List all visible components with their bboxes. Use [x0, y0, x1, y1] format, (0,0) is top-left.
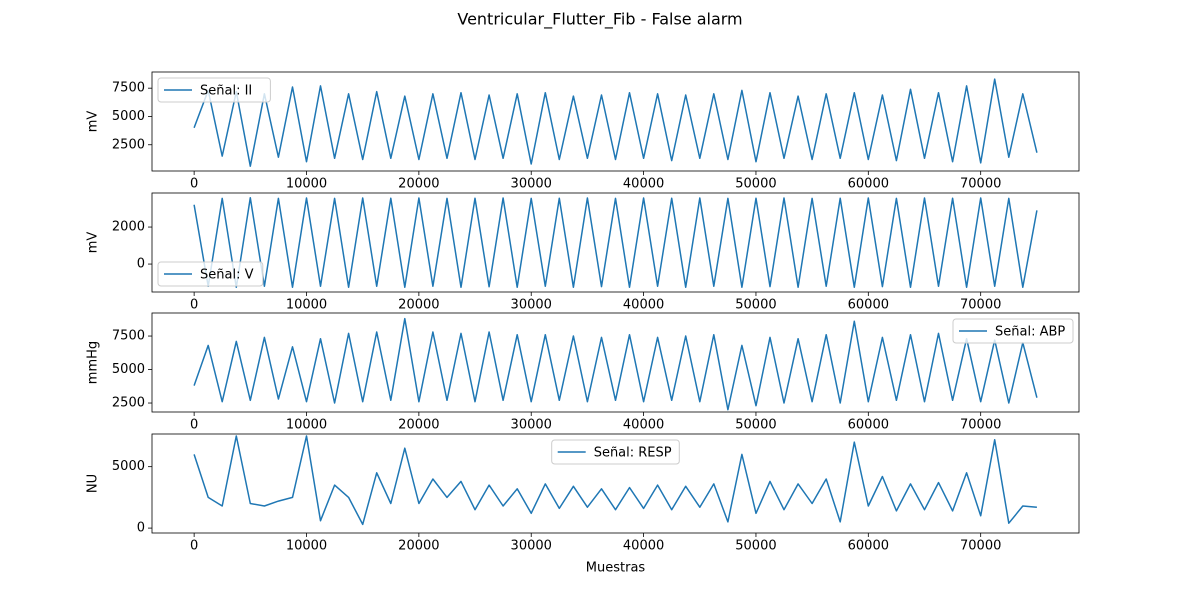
- x-tick-label: 60000: [848, 298, 889, 313]
- x-tick-label: 0: [190, 298, 198, 313]
- signal-line: [193, 197, 1038, 288]
- subplot: 0 10000 20000 30000 40000 50000 60000 70000 2500…: [86, 71, 1080, 192]
- axes-frame: [151, 71, 1080, 172]
- subplot: 0 10000 20000 30000 40000 50000 60000 70000 2500…: [86, 312, 1080, 433]
- x-tick-label: 20000: [398, 418, 439, 433]
- x-tick-label: 50000: [735, 418, 776, 433]
- y-tick-label: 2500: [112, 396, 145, 411]
- y-tick-label: 0: [137, 257, 145, 272]
- y-tick-label: 2500: [112, 137, 145, 152]
- legend-label: Señal: II: [200, 84, 252, 99]
- legend-box: [952, 318, 1074, 344]
- x-tick-label: 30000: [511, 539, 552, 554]
- x-tick-label: 40000: [623, 298, 664, 313]
- x-tick-label: 50000: [735, 539, 776, 554]
- y-tick-label: 5000: [112, 109, 145, 124]
- legend: Señal: V: [157, 261, 264, 287]
- x-tick-label: 0: [190, 177, 198, 192]
- x-tick-label: 60000: [848, 539, 889, 554]
- y-tick-label: 0: [137, 521, 145, 536]
- y-tick-label: 2000: [112, 220, 145, 235]
- x-tick-label: 0: [190, 539, 198, 554]
- legend-label: Señal: RESP: [594, 446, 672, 461]
- y-tick-label: 5000: [112, 362, 145, 377]
- x-tick-label: 30000: [511, 298, 552, 313]
- legend: Señal: II: [157, 77, 271, 103]
- y-axis-label: mmHg: [86, 341, 101, 384]
- x-tick-label: 70000: [960, 298, 1001, 313]
- x-tick-label: 70000: [960, 418, 1001, 433]
- figure-title: Ventricular_Flutter_Fib - False alarm: [457, 10, 742, 30]
- y-tick-label: 7500: [112, 329, 145, 344]
- x-tick-label: 10000: [286, 177, 327, 192]
- signal-line: [193, 78, 1038, 167]
- x-tick-label: 40000: [623, 177, 664, 192]
- legend-box: [551, 439, 680, 465]
- y-tick-label: 5000: [112, 459, 145, 474]
- signal-line: [193, 317, 1038, 411]
- x-axis-label: Muestras: [586, 561, 646, 576]
- x-tick-label: 40000: [623, 418, 664, 433]
- legend-label: Señal: V: [200, 268, 254, 283]
- x-tick-label: 60000: [848, 177, 889, 192]
- x-tick-label: 40000: [623, 539, 664, 554]
- x-tick-label: 10000: [286, 539, 327, 554]
- x-tick-label: 30000: [511, 177, 552, 192]
- x-tick-label: 50000: [735, 177, 776, 192]
- x-tick-label: 70000: [960, 177, 1001, 192]
- y-axis-label: NU: [86, 474, 101, 493]
- x-tick-label: 20000: [398, 298, 439, 313]
- x-tick-label: 60000: [848, 418, 889, 433]
- x-tick-label: 0: [190, 418, 198, 433]
- axes-frame: [151, 433, 1080, 534]
- x-tick-label: 20000: [398, 177, 439, 192]
- subplot: 0 10000 20000 30000 40000 50000 60000 70000 0 200…: [86, 192, 1080, 313]
- y-tick-label: 7500: [112, 81, 145, 96]
- axes-frame: [151, 312, 1080, 413]
- subplot: 0 10000 20000 30000 40000 50000 60000 70000 0 500…: [86, 433, 1080, 576]
- axes-frame: [151, 192, 1080, 293]
- legend: Señal: ABP: [952, 318, 1074, 344]
- signal-line: [193, 435, 1037, 526]
- x-tick-label: 10000: [286, 298, 327, 313]
- x-tick-label: 30000: [511, 418, 552, 433]
- x-tick-label: 70000: [960, 539, 1001, 554]
- legend-box: [157, 261, 264, 287]
- legend: Señal: RESP: [551, 439, 680, 465]
- x-tick-label: 10000: [286, 418, 327, 433]
- y-axis-label: mV: [86, 232, 101, 254]
- x-tick-label: 50000: [735, 298, 776, 313]
- legend-box: [157, 77, 271, 103]
- legend-label: Señal: ABP: [995, 325, 1065, 340]
- x-tick-label: 20000: [398, 539, 439, 554]
- y-axis-label: mV: [86, 111, 101, 133]
